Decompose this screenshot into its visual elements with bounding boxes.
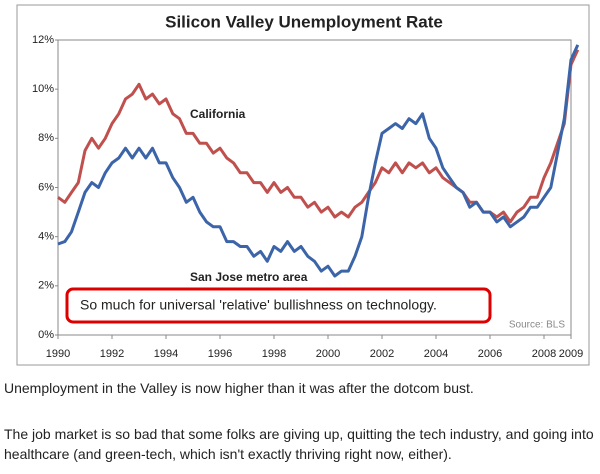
x-tick-label: 2004: [424, 348, 448, 360]
y-tick-label: 6%: [38, 181, 54, 193]
chart: Silicon Valley Unemployment Rate Califor…: [16, 4, 590, 366]
paragraph: Unemployment in the Valley is now higher…: [4, 380, 474, 396]
x-tick-label: 1992: [100, 348, 124, 360]
series-label: California: [190, 107, 246, 121]
x-tick-label: 2008: [532, 348, 556, 360]
y-tick-label: 0%: [38, 329, 54, 341]
y-tick-label: 10%: [32, 83, 54, 95]
series-line: [57, 44, 580, 278]
paragraph: The job market is so bad that some folks…: [4, 426, 594, 462]
y-tick-label: 2%: [38, 280, 54, 292]
x-tick-label: 2000: [316, 348, 340, 360]
y-tick-label: 12%: [32, 34, 54, 46]
callout-box: [65, 287, 492, 324]
x-tick-label: 2002: [370, 348, 394, 360]
series-label: San Jose metro area: [190, 270, 308, 284]
x-tick-label: 2006: [478, 348, 502, 360]
y-tick-label: 8%: [38, 132, 54, 144]
source-note: Source: BLS: [509, 320, 565, 331]
x-tick-label: 1996: [208, 348, 232, 360]
x-tick-label: 1998: [262, 348, 286, 360]
y-tick-label: 4%: [38, 231, 54, 243]
x-tick-label: 1994: [154, 348, 178, 360]
callout-text: So much for universal 'relative' bullish…: [80, 297, 437, 313]
chart-title: Silicon Valley Unemployment Rate: [165, 12, 443, 31]
x-tick-label: 1990: [46, 348, 70, 360]
x-tick-label: 2009: [559, 348, 583, 360]
